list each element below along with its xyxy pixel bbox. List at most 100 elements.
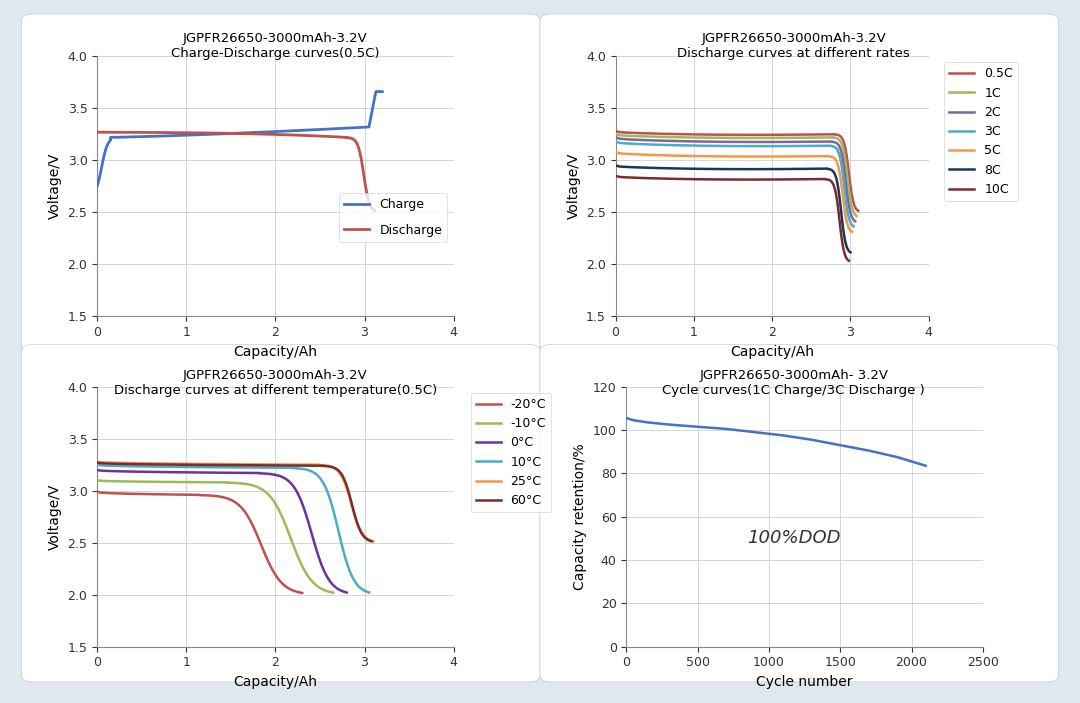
5C bbox=[846, 228, 859, 236]
1C bbox=[848, 208, 861, 217]
25°C bbox=[282, 460, 295, 469]
Line: 3C: 3C bbox=[616, 141, 853, 226]
Line: 10°C: 10°C bbox=[97, 465, 369, 593]
Charge bbox=[374, 87, 387, 96]
5C bbox=[842, 224, 855, 233]
Legend: Charge, Discharge: Charge, Discharge bbox=[339, 193, 447, 242]
2C bbox=[678, 137, 691, 146]
X-axis label: Capacity/Ah: Capacity/Ah bbox=[233, 344, 318, 359]
10C bbox=[609, 172, 622, 180]
5C bbox=[840, 219, 853, 228]
X-axis label: Capacity/Ah: Capacity/Ah bbox=[233, 675, 318, 689]
-20°C bbox=[274, 578, 287, 586]
0.5C bbox=[609, 127, 622, 136]
10C bbox=[838, 247, 851, 256]
0°C bbox=[154, 467, 167, 476]
0.5C bbox=[847, 198, 860, 207]
X-axis label: Cycle number: Cycle number bbox=[756, 675, 853, 689]
Line: -10°C: -10°C bbox=[97, 480, 334, 593]
Discharge bbox=[365, 203, 378, 212]
1C bbox=[797, 134, 810, 142]
0.5C bbox=[852, 207, 865, 215]
2C bbox=[849, 217, 862, 226]
8C bbox=[609, 161, 622, 169]
Line: 8C: 8C bbox=[616, 165, 851, 252]
Line: Discharge: Discharge bbox=[97, 132, 375, 211]
Line: 25°C: 25°C bbox=[97, 462, 374, 541]
8C bbox=[677, 165, 690, 173]
Text: JGPFR26650-3000mAh-3.2V
Charge-Discharge curves(0.5C): JGPFR26650-3000mAh-3.2V Charge-Discharge… bbox=[171, 32, 380, 60]
1C bbox=[679, 133, 692, 141]
Discharge bbox=[340, 133, 353, 141]
25°C bbox=[162, 459, 175, 467]
Discharge bbox=[363, 199, 376, 207]
-20°C bbox=[124, 489, 137, 498]
0.5C bbox=[798, 130, 811, 138]
60°C bbox=[315, 461, 328, 470]
3C bbox=[845, 219, 858, 227]
-10°C bbox=[220, 478, 233, 486]
Line: 0.5C: 0.5C bbox=[616, 131, 859, 211]
3C bbox=[692, 141, 705, 150]
Y-axis label: Capacity retention/%: Capacity retention/% bbox=[573, 444, 588, 590]
5C bbox=[692, 152, 705, 160]
10C bbox=[691, 175, 704, 183]
0.5C bbox=[679, 130, 692, 138]
Discharge bbox=[307, 131, 320, 140]
Discharge bbox=[91, 128, 104, 136]
60°C bbox=[91, 458, 104, 467]
10°C bbox=[347, 574, 360, 583]
2C bbox=[609, 133, 622, 141]
Text: 100%DOD: 100%DOD bbox=[747, 529, 841, 547]
0°C bbox=[322, 575, 335, 583]
3C bbox=[847, 222, 860, 231]
8C bbox=[845, 248, 858, 257]
5C bbox=[678, 152, 691, 160]
Charge bbox=[369, 87, 382, 96]
60°C bbox=[365, 537, 378, 546]
3C bbox=[842, 214, 855, 222]
Line: 2C: 2C bbox=[616, 137, 855, 221]
-20°C bbox=[179, 491, 192, 499]
0°C bbox=[340, 588, 353, 597]
X-axis label: Capacity/Ah: Capacity/Ah bbox=[730, 344, 814, 359]
Discharge bbox=[171, 129, 184, 137]
1C bbox=[846, 203, 859, 212]
-20°C bbox=[131, 490, 144, 498]
0°C bbox=[231, 469, 244, 477]
8C bbox=[821, 165, 834, 173]
Text: JGPFR26650-3000mAh-3.2V
Discharge curves at different rates: JGPFR26650-3000mAh-3.2V Discharge curves… bbox=[677, 32, 910, 60]
0°C bbox=[329, 583, 342, 591]
-10°C bbox=[203, 478, 216, 486]
Text: JGPFR26650-3000mAh- 3.2V
Cycle curves(1C Charge/3C Discharge ): JGPFR26650-3000mAh- 3.2V Cycle curves(1C… bbox=[662, 369, 926, 397]
10°C bbox=[167, 463, 180, 471]
10°C bbox=[363, 588, 376, 597]
25°C bbox=[367, 537, 380, 546]
Y-axis label: Voltage/V: Voltage/V bbox=[566, 153, 580, 219]
5C bbox=[822, 152, 835, 160]
-10°C bbox=[141, 477, 154, 486]
Charge bbox=[141, 132, 154, 141]
8C bbox=[839, 239, 852, 247]
25°C bbox=[355, 529, 368, 537]
Text: JGPFR26650-3000mAh-3.2V
Discharge curves at different temperature(0.5C): JGPFR26650-3000mAh-3.2V Discharge curves… bbox=[113, 369, 437, 397]
Line: 10C: 10C bbox=[616, 176, 849, 261]
-20°C bbox=[193, 491, 206, 499]
60°C bbox=[285, 461, 298, 470]
Discharge bbox=[188, 129, 201, 137]
25°C bbox=[312, 460, 325, 469]
0.5C bbox=[694, 130, 707, 138]
-20°C bbox=[296, 588, 309, 597]
0°C bbox=[143, 467, 156, 476]
5C bbox=[793, 152, 806, 160]
-10°C bbox=[305, 576, 318, 585]
60°C bbox=[355, 529, 368, 537]
Line: Charge: Charge bbox=[97, 91, 382, 186]
2C bbox=[843, 208, 856, 217]
8C bbox=[792, 165, 805, 173]
-10°C bbox=[313, 583, 326, 592]
0.5C bbox=[849, 203, 862, 212]
0.5C bbox=[828, 130, 841, 138]
10C bbox=[842, 257, 855, 265]
-20°C bbox=[91, 487, 104, 496]
